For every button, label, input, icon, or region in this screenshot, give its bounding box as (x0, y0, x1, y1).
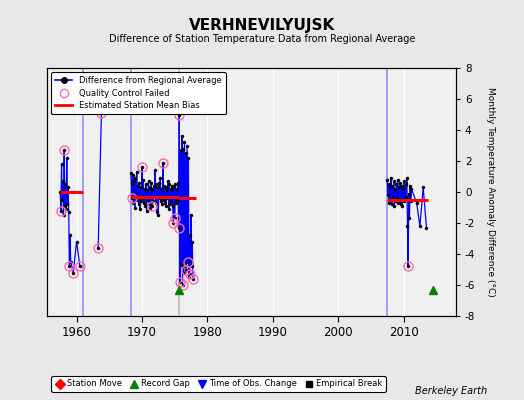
Text: Difference of Station Temperature Data from Regional Average: Difference of Station Temperature Data f… (109, 34, 415, 44)
Legend: Difference from Regional Average, Quality Control Failed, Estimated Station Mean: Difference from Regional Average, Qualit… (51, 72, 226, 114)
Legend: Station Move, Record Gap, Time of Obs. Change, Empirical Break: Station Move, Record Gap, Time of Obs. C… (51, 376, 386, 392)
Y-axis label: Monthly Temperature Anomaly Difference (°C): Monthly Temperature Anomaly Difference (… (486, 87, 495, 297)
Text: VERHNEVILYUJSK: VERHNEVILYUJSK (189, 18, 335, 33)
Text: Berkeley Earth: Berkeley Earth (415, 386, 487, 396)
